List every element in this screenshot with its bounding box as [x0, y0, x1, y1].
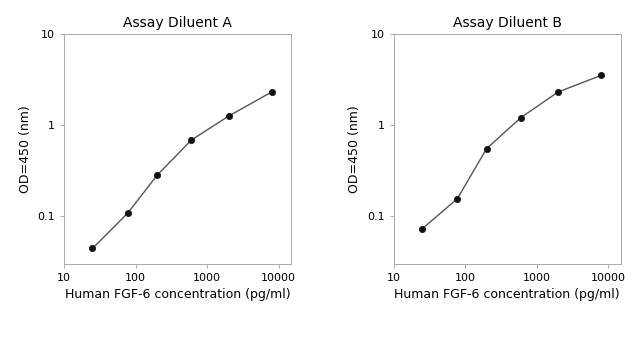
Y-axis label: OD=450 (nm): OD=450 (nm) [348, 105, 362, 193]
Title: Assay Diluent B: Assay Diluent B [452, 16, 562, 30]
X-axis label: Human FGF-6 concentration (pg/ml): Human FGF-6 concentration (pg/ml) [65, 288, 291, 301]
Title: Assay Diluent A: Assay Diluent A [123, 16, 232, 30]
X-axis label: Human FGF-6 concentration (pg/ml): Human FGF-6 concentration (pg/ml) [394, 288, 620, 301]
Y-axis label: OD=450 (nm): OD=450 (nm) [19, 105, 32, 193]
